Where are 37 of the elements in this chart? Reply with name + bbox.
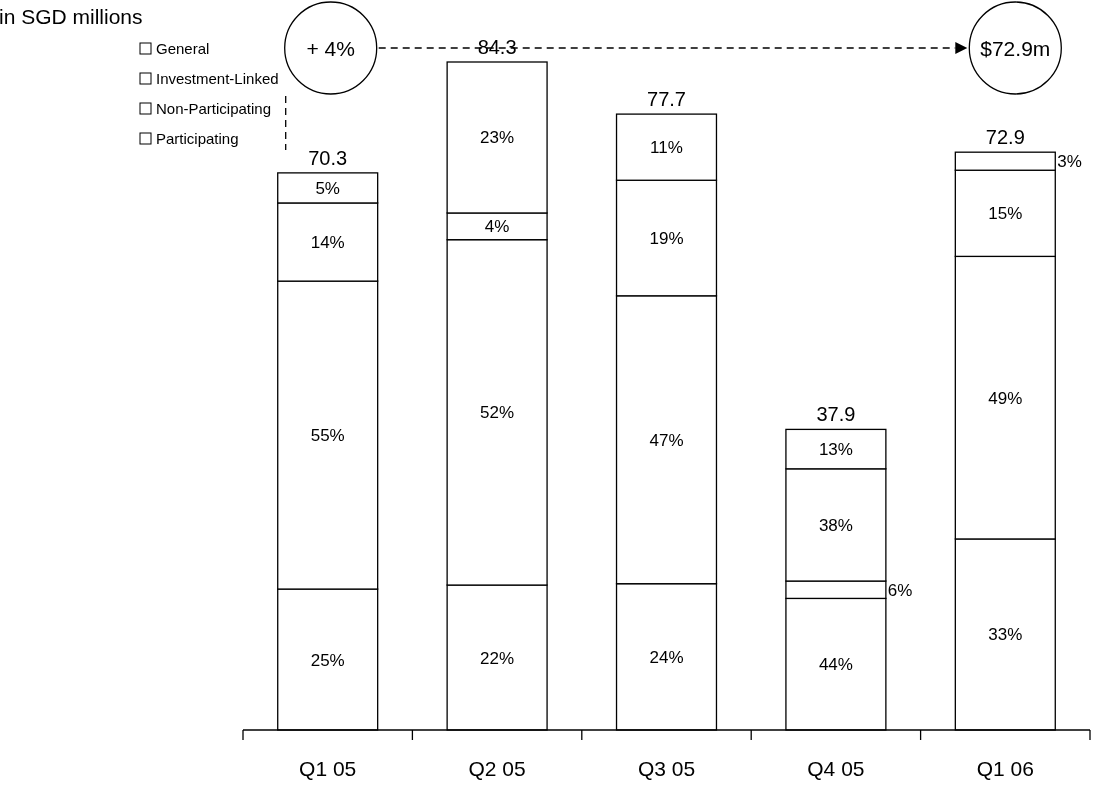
text: $72.9m: [980, 37, 1051, 60]
annotation: 70.3: [308, 146, 348, 169]
annotation: 55%: [310, 426, 345, 446]
annotation: 22%: [480, 648, 515, 668]
annotation: 37.9: [816, 403, 856, 426]
annotation: 3%: [1057, 152, 1082, 172]
annotation: 52%: [480, 403, 515, 423]
legend-label: Non-Participating: [156, 100, 272, 117]
annotation: 23%: [480, 128, 515, 148]
annotation: 19%: [649, 229, 684, 249]
annotation: 13%: [818, 440, 853, 460]
legend-label: General: [156, 40, 210, 57]
annotation: 77.7: [647, 88, 686, 111]
x-tick-label: Q4 05: [807, 757, 865, 780]
annotation: 47%: [649, 430, 684, 450]
legend-label: Participating: [156, 130, 239, 147]
annotation: 4%: [484, 217, 510, 237]
annotation: 11%: [650, 138, 683, 158]
text: + 4%: [306, 37, 355, 60]
annotation: 15%: [988, 204, 1023, 224]
annotation: 14%: [310, 233, 345, 253]
annotation: 49%: [988, 388, 1023, 408]
text: in SGD millions: [0, 5, 143, 28]
annotation: 24%: [649, 647, 684, 667]
annotation: 33%: [988, 625, 1023, 645]
legend-label: Investment-Linked: [156, 70, 279, 87]
annotation: 6%: [887, 580, 913, 600]
x-tick-label: Q2 05: [468, 757, 526, 780]
annotation: 44%: [818, 655, 853, 675]
annotation: 25%: [310, 650, 345, 670]
annotation: 5%: [315, 178, 340, 198]
x-tick-label: Q1 05: [299, 757, 357, 780]
x-tick-label: Q1 06: [976, 757, 1034, 780]
annotation: 38%: [818, 515, 853, 535]
x-tick-label: Q3 05: [637, 757, 696, 780]
annotation: 72.9: [985, 126, 1025, 149]
text: 84.3: [477, 36, 517, 58]
